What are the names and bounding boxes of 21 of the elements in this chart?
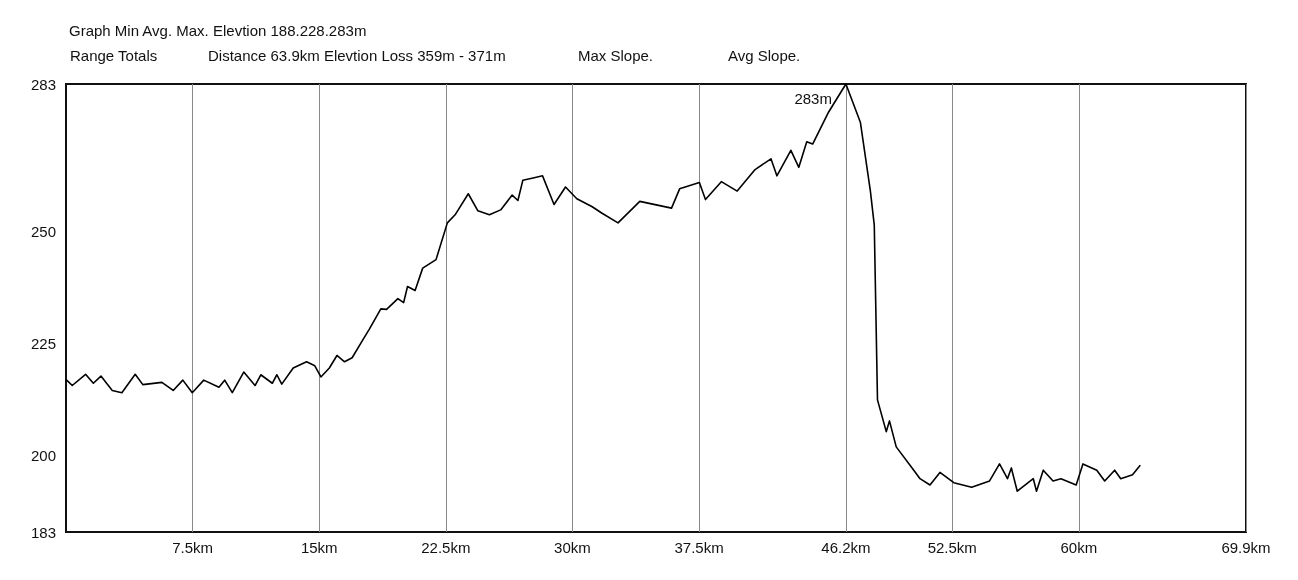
annotation: 283m [794, 89, 832, 107]
text: Range Totals [70, 47, 158, 64]
x-tick-label: 52.5km [927, 539, 977, 556]
x-tick-label: 69.9km [1221, 539, 1271, 556]
text: Avg Slope. [728, 47, 801, 64]
y-tick-label: 200 [30, 447, 56, 465]
x-tick-label: 37.5km [674, 539, 724, 556]
y-tick-label: 283 [30, 75, 56, 93]
text: Distance 63.9km Elevtion Loss 359m - 371m [208, 47, 506, 64]
x-tick-label: 7.5km [172, 539, 214, 556]
y-tick-label: 183 [30, 523, 56, 541]
x-tick-label: 30km [554, 539, 591, 556]
y-tick-label: 250 [30, 223, 56, 241]
y-tick-label: 225 [30, 335, 56, 353]
chart-title: Graph Min Avg. Max. Elevtion 188.228.283m [69, 22, 367, 39]
x-tick-label: 15km [300, 539, 338, 556]
line-series [65, 83, 1141, 493]
x-tick-label: 46.2km [821, 539, 871, 556]
text: Max Slope. [578, 47, 654, 64]
x-tick-label: 60km [1060, 539, 1098, 556]
x-tick-label: 22.5km [421, 539, 471, 556]
